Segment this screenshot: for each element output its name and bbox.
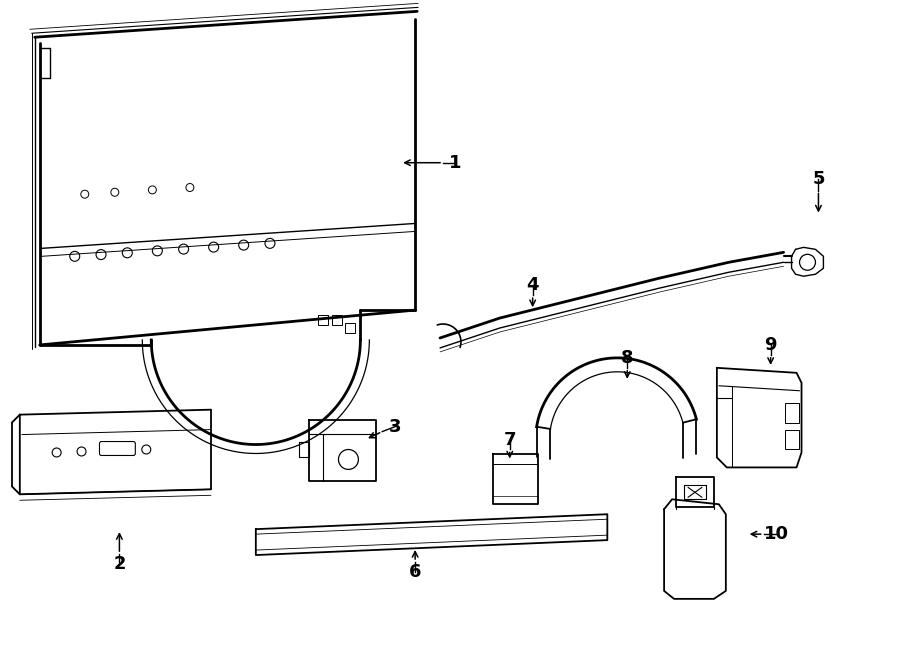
Text: 3: 3 bbox=[389, 418, 401, 436]
Text: 7: 7 bbox=[503, 430, 516, 449]
Bar bbox=[785, 430, 798, 449]
Text: 2: 2 bbox=[113, 555, 126, 573]
Text: 1: 1 bbox=[449, 154, 461, 172]
Text: 4: 4 bbox=[526, 276, 539, 294]
Text: 8: 8 bbox=[621, 349, 634, 367]
Bar bbox=[346, 323, 356, 333]
Text: 10: 10 bbox=[764, 525, 789, 543]
Text: 9: 9 bbox=[764, 336, 777, 354]
Text: 6: 6 bbox=[409, 563, 421, 581]
Text: 5: 5 bbox=[812, 170, 824, 188]
Bar bbox=[318, 315, 328, 325]
Bar bbox=[785, 403, 798, 422]
Bar bbox=[332, 315, 343, 325]
